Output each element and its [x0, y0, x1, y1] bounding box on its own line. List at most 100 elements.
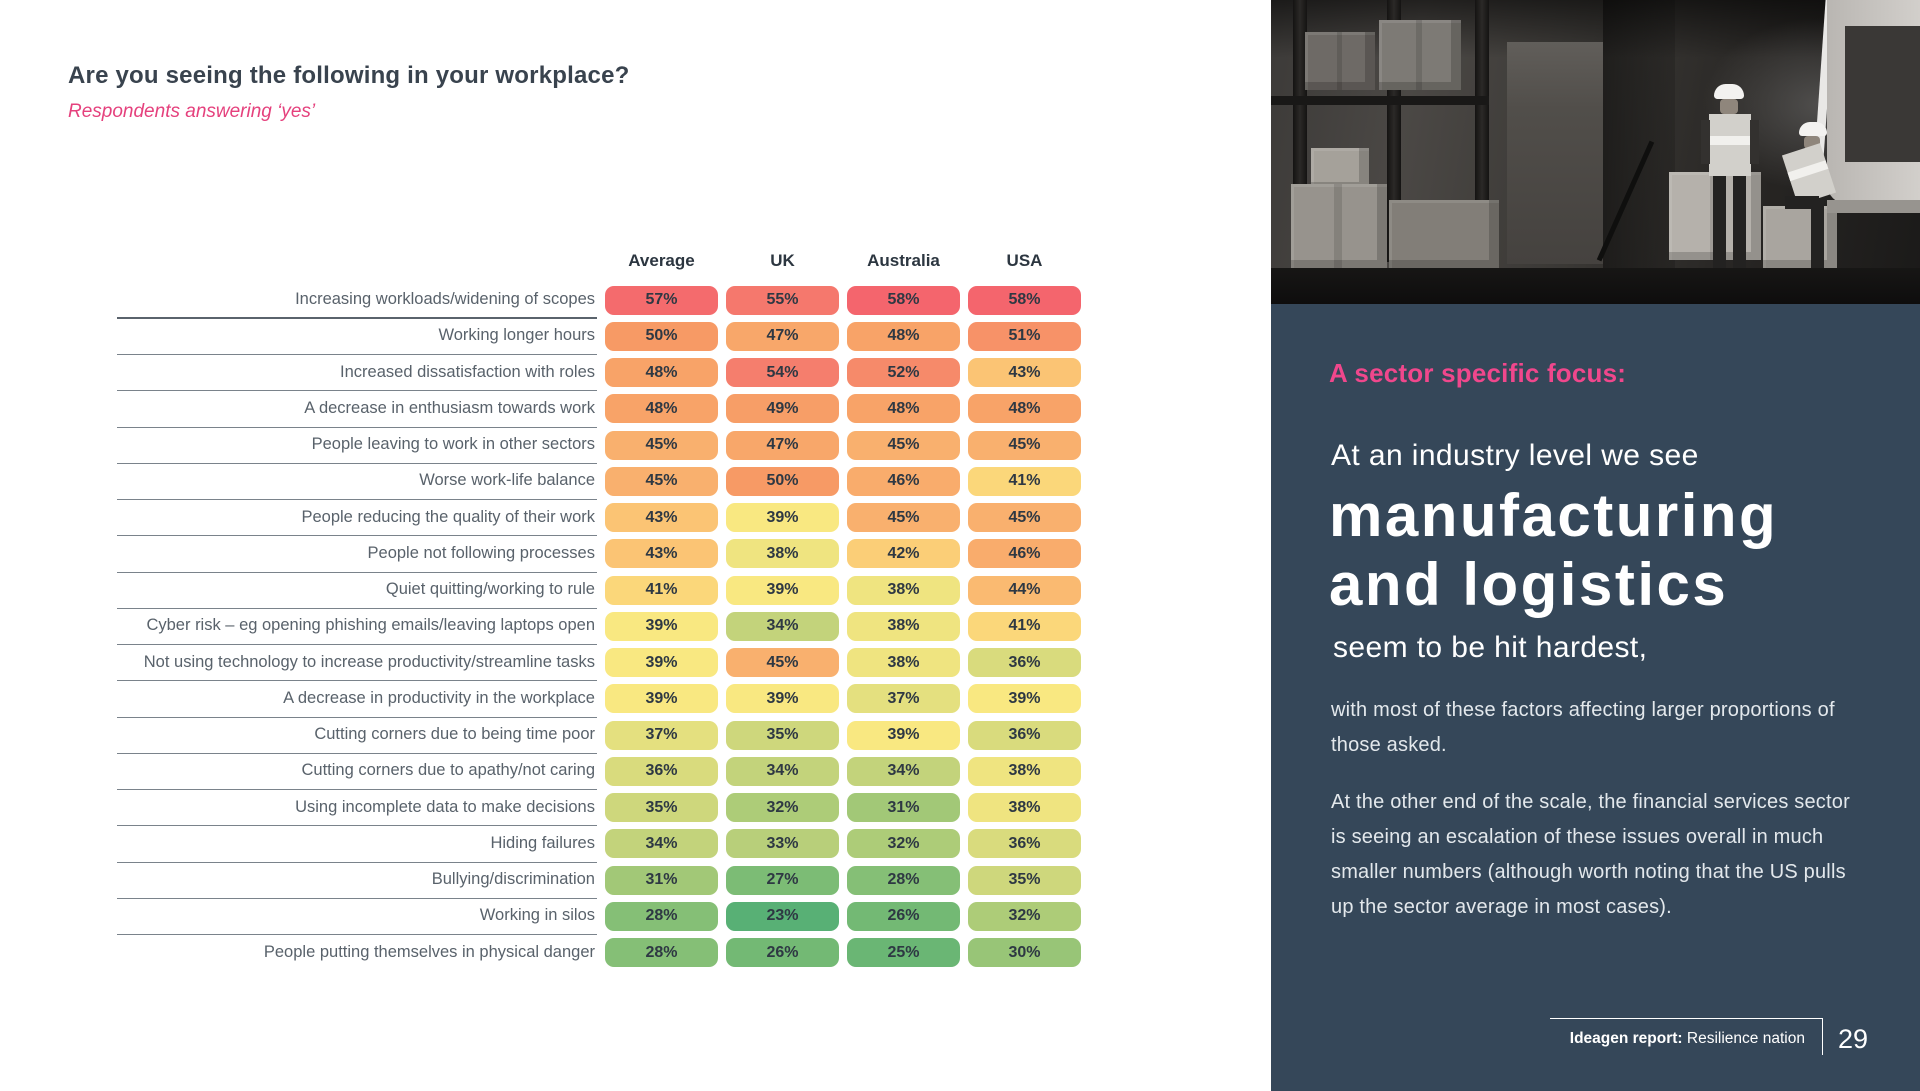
heatmap-rows: Increasing workloads/widening of scopes 5… [117, 282, 1081, 971]
value-pill: 50% [726, 466, 839, 496]
value-pill: 32% [726, 793, 839, 823]
table-row: Using incomplete data to make decisions 3… [117, 789, 1081, 827]
table-row: A decrease in productivity in the workpl… [117, 681, 1081, 718]
page-title: Are you seeing the following in your wor… [68, 62, 630, 89]
worker-hard-hat [1714, 84, 1744, 99]
value-pill: 50% [605, 321, 718, 351]
table-row: Cyber risk – eg opening phishing emails/… [117, 608, 1081, 645]
row-label: People not following processes [117, 535, 597, 573]
row-label: Bullying/discrimination [117, 862, 597, 899]
row-label: Working in silos [117, 898, 597, 935]
value-pill: 52% [847, 358, 960, 388]
page-number: 29 [1837, 1024, 1868, 1054]
value-pill: 35% [726, 720, 839, 750]
table-row: People reducing the quality of their wor… [117, 500, 1081, 537]
table-row: Increased dissatisfaction with roles 48% 5… [117, 354, 1081, 392]
value-pill: 36% [968, 648, 1081, 678]
row-label: Cyber risk – eg opening phishing emails/… [117, 608, 597, 645]
value-pill: 23% [726, 901, 839, 931]
value-pill: 28% [847, 865, 960, 895]
value-pill: 47% [726, 321, 839, 351]
worker-head [1720, 99, 1738, 114]
worker-hard-hat [1799, 122, 1827, 136]
value-pill: 42% [847, 539, 960, 569]
value-pill: 25% [847, 938, 960, 968]
value-pill: 39% [847, 720, 960, 750]
worker-leg [1713, 176, 1726, 272]
cardboard-box [1389, 200, 1499, 268]
value-pill: 28% [605, 901, 718, 931]
sector-panel: A sector specific focus: At an industry … [1271, 0, 1920, 1091]
value-pill: 38% [726, 539, 839, 569]
value-pill: 36% [605, 756, 718, 786]
value-pill: 27% [726, 865, 839, 895]
row-label: Increased dissatisfaction with roles [117, 354, 597, 392]
value-pill: 45% [968, 430, 1081, 460]
row-label: People putting themselves in physical da… [263, 943, 595, 962]
value-pill: 45% [605, 430, 718, 460]
value-pill: 26% [726, 938, 839, 968]
value-pill: 48% [605, 358, 718, 388]
van-interior [1845, 26, 1920, 162]
column-header: UK [770, 251, 795, 270]
headline-line-1: manufacturing [1329, 482, 1779, 549]
column-header: USA [1006, 251, 1043, 270]
value-pill: 35% [605, 793, 718, 823]
worker-vest [1709, 114, 1751, 176]
cardboard-box [1379, 20, 1461, 90]
value-pill: 34% [726, 611, 839, 641]
value-pill: 39% [968, 684, 1081, 714]
row-label: Using incomplete data to make decisions [117, 789, 597, 827]
table-row: Not using technology to increase product… [117, 645, 1081, 682]
value-pill: 41% [968, 466, 1081, 496]
table-row: Working longer hours 50% 47% 48% 51% [117, 318, 1081, 355]
row-label: Cutting corners due to apathy/not caring [117, 753, 597, 790]
report-footer: Ideagen report: Resilience nation 29 [1549, 1018, 1868, 1055]
box-tape [1415, 20, 1423, 90]
value-pill: 55% [726, 285, 839, 315]
box-tape [1336, 32, 1343, 90]
van-bumper [1827, 200, 1920, 213]
value-pill: 39% [605, 684, 718, 714]
value-pill: 37% [847, 684, 960, 714]
column-header: Average [628, 251, 695, 270]
box-tape [1334, 184, 1342, 268]
value-pill: 46% [847, 466, 960, 496]
table-row: Bullying/discrimination 31% 27% 28% 35% [117, 862, 1081, 899]
row-label: A decrease in enthusiasm towards work [117, 390, 597, 428]
value-pill: 38% [847, 575, 960, 605]
cardboard-box [1305, 32, 1375, 90]
wrapped-pallet [1507, 42, 1603, 264]
table-row: Working in silos 28% 23% 26% 32% [117, 898, 1081, 935]
shelf-rack-beam [1271, 96, 1489, 105]
warehouse-photo [1271, 0, 1920, 304]
table-row: Cutting corners due to being time poor 37… [117, 717, 1081, 754]
value-pill: 34% [847, 756, 960, 786]
vest-stripe [1787, 160, 1829, 182]
value-pill: 57% [605, 285, 718, 315]
value-pill: 39% [726, 503, 839, 533]
value-pill: 48% [847, 394, 960, 424]
aisle-shadow [1603, 0, 1675, 304]
table-row: Quiet quitting/working to rule 41% 39% 38% 4… [117, 572, 1081, 609]
value-pill: 34% [726, 756, 839, 786]
cardboard-box [1311, 148, 1369, 190]
value-pill: 37% [605, 720, 718, 750]
row-label: Hiding failures [117, 825, 597, 863]
sector-eyebrow: A sector specific focus: [1329, 358, 1627, 388]
value-pill: 35% [968, 865, 1081, 895]
value-pill: 45% [847, 430, 960, 460]
value-pill: 33% [726, 829, 839, 859]
value-pill: 45% [847, 503, 960, 533]
value-pill: 43% [605, 503, 718, 533]
value-pill: 39% [726, 575, 839, 605]
value-pill: 36% [968, 720, 1081, 750]
value-pill: 46% [968, 539, 1081, 569]
value-pill: 54% [726, 358, 839, 388]
paragraph-1: with most of these factors affecting lar… [1331, 699, 1835, 756]
row-label: Cutting corners due to being time poor [117, 717, 597, 754]
row-label: People leaving to work in other sectors [117, 427, 597, 464]
value-pill: 41% [968, 611, 1081, 641]
value-pill: 39% [605, 611, 718, 641]
value-pill: 47% [726, 430, 839, 460]
